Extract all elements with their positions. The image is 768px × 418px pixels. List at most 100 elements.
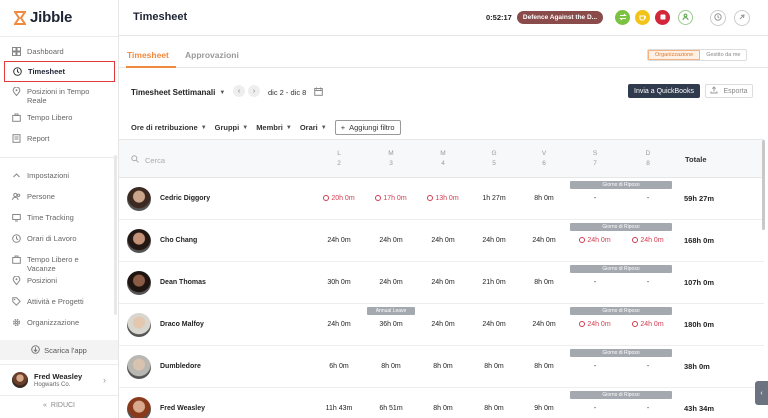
sidebar-item-time-off-holidays[interactable]: Tempo Libero e Vacanze [4, 252, 115, 276]
user-profile[interactable]: Fred Weasley Hogwarts Co. › [0, 364, 118, 396]
day-cell[interactable]: 24h 0m [518, 237, 570, 244]
prev-week-button[interactable]: ‹ [233, 85, 245, 97]
download-app-button[interactable]: Scarica l'app [0, 340, 118, 360]
day-cell[interactable]: - [569, 405, 621, 412]
day-cell[interactable]: 6h 0m [313, 363, 365, 370]
filter-groups[interactable]: Gruppi ▼ [215, 123, 249, 132]
clock-in-member-button[interactable] [678, 10, 693, 25]
day-cell[interactable]: 8h 0m [417, 363, 469, 370]
sidebar-item-work-schedules[interactable]: Orari di Lavoro [4, 231, 115, 246]
member-name[interactable]: Cedric Diggory [160, 195, 211, 202]
expand-panel-button[interactable]: ‹ [755, 381, 768, 405]
tab-approvals[interactable]: Approvazioni [185, 50, 239, 60]
stop-button[interactable] [655, 10, 670, 25]
sidebar-item-activities-projects[interactable]: Attività e Progetti [4, 294, 115, 309]
filter-pay-hours[interactable]: Ore di retribuzione ▼ [131, 123, 207, 132]
day-cell[interactable]: 8h 0m [417, 405, 469, 412]
day-letter: M [440, 150, 446, 157]
sidebar-item-settings[interactable]: Impostazioni [4, 168, 115, 183]
day-cell[interactable]: 24h 0m [468, 237, 520, 244]
day-cell[interactable]: 24h 0m [417, 279, 469, 286]
sidebar-item-time-off[interactable]: Tempo Libero [4, 110, 115, 125]
scope-organization[interactable]: Organizzazione [648, 50, 701, 60]
day-cell[interactable]: 24h 0m [622, 237, 674, 244]
sidebar-item-live-locations[interactable]: Posizioni in Tempo Reale [4, 84, 115, 108]
table-row[interactable]: Draco Malfoy 24h 0m 36h 0m 24h 0m 24h 0m 24h … [119, 304, 764, 346]
table-row[interactable]: Dean Thomas 30h 0m 24h 0m 24h 0m 21h 0m 8h 0m… [119, 262, 764, 304]
day-cell[interactable]: - [569, 363, 621, 370]
day-cell[interactable]: 24h 0m [365, 237, 417, 244]
day-cell[interactable]: 8h 0m [518, 195, 570, 202]
search-input[interactable]: Cerca [131, 155, 165, 165]
day-cell[interactable]: 8h 0m [365, 363, 417, 370]
day-cell[interactable]: 24h 0m [417, 321, 469, 328]
break-button[interactable] [635, 10, 650, 25]
notifications-button[interactable] [710, 10, 726, 26]
day-cell[interactable]: 36h 0m [365, 321, 417, 328]
day-cell[interactable]: - [569, 195, 621, 202]
table-scrollbar[interactable] [762, 140, 765, 230]
day-cell[interactable]: 24h 0m [569, 237, 621, 244]
sidebar-item-timesheet[interactable]: Timesheet [4, 61, 115, 82]
collapse-sidebar-button[interactable]: « RIDUCI [0, 398, 118, 412]
day-cell-value: 9h 0m [534, 405, 554, 412]
day-cell[interactable]: - [622, 363, 674, 370]
member-name[interactable]: Draco Malfoy [160, 321, 204, 328]
day-cell[interactable]: 24h 0m [518, 321, 570, 328]
integrations-button[interactable] [734, 10, 750, 26]
day-cell[interactable]: 24h 0m [365, 279, 417, 286]
day-cell[interactable]: 21h 0m [468, 279, 520, 286]
view-selector[interactable]: Timesheet Settimanali ▼ [131, 88, 225, 97]
member-name[interactable]: Dumbledore [160, 363, 201, 370]
day-cell[interactable]: 1h 27m [468, 195, 520, 202]
member-name[interactable]: Dean Thomas [160, 279, 206, 286]
day-cell[interactable]: 24h 0m [417, 237, 469, 244]
sidebar-item-locations[interactable]: Posizioni [4, 273, 115, 288]
day-cell[interactable]: 24h 0m [313, 237, 365, 244]
sidebar-item-organization[interactable]: Organizzazione [4, 315, 115, 330]
day-cell[interactable]: 11h 43m [313, 405, 365, 412]
scope-managed-by-me[interactable]: Gestito da me [706, 52, 741, 58]
day-cell[interactable]: 8h 0m [518, 363, 570, 370]
day-cell[interactable]: 8h 0m [468, 363, 520, 370]
day-cell[interactable]: - [622, 279, 674, 286]
member-name[interactable]: Cho Chang [160, 237, 198, 244]
day-cell[interactable]: 20h 0m [313, 195, 365, 202]
sidebar-item-report[interactable]: Report [4, 131, 115, 146]
jibble-logo[interactable]: Jibble [13, 9, 72, 26]
day-cell[interactable]: 30h 0m [313, 279, 365, 286]
table-row[interactable]: Cedric Diggory 20h 0m 17h 0m 13h 0m 1h 27m 8h… [119, 178, 764, 220]
sidebar-item-dashboard[interactable]: Dashboard [4, 44, 115, 59]
day-cell[interactable]: - [622, 195, 674, 202]
switch-activity-button[interactable] [615, 10, 630, 25]
table-row[interactable]: Cho Chang 24h 0m 24h 0m 24h 0m 24h 0m 24h 0m 2… [119, 220, 764, 262]
add-filter-button[interactable]: + Aggiungi filtro [334, 120, 401, 135]
day-cell[interactable]: 9h 0m [518, 405, 570, 412]
next-week-button[interactable]: › [248, 85, 260, 97]
day-cell[interactable]: 6h 51m [365, 405, 417, 412]
sidebar-item-time-tracking[interactable]: Time Tracking [4, 210, 115, 225]
day-cell[interactable]: 17h 0m [365, 195, 417, 202]
day-cell[interactable]: 24h 0m [569, 321, 621, 328]
day-cell[interactable]: - [622, 405, 674, 412]
day-cell[interactable]: - [569, 279, 621, 286]
sidebar-item-people[interactable]: Persone [4, 189, 115, 204]
filter-members[interactable]: Membri ▼ [256, 123, 292, 132]
table-row[interactable]: Fred Weasley 11h 43m 6h 51m 8h 0m 8h 0m 9h 0m… [119, 388, 764, 418]
day-cell[interactable]: 24h 0m [622, 321, 674, 328]
day-cell[interactable]: 8h 0m [468, 405, 520, 412]
day-cell[interactable]: 8h 0m [518, 279, 570, 286]
filter-schedules[interactable]: Orari ▼ [300, 123, 327, 132]
calendar-icon[interactable] [314, 87, 323, 98]
day-cell[interactable]: 24h 0m [313, 321, 365, 328]
table-row[interactable]: Dumbledore 6h 0m 8h 0m 8h 0m 8h 0m 8h 0m - - Gio… [119, 346, 764, 388]
day-cell[interactable]: 24h 0m [468, 321, 520, 328]
day-cell[interactable]: 13h 0m [417, 195, 469, 202]
sidebar-scrollbar[interactable] [114, 155, 117, 315]
member-name[interactable]: Fred Weasley [160, 405, 206, 412]
send-to-quickbooks-button[interactable]: Invia a QuickBooks [628, 84, 700, 98]
export-button[interactable]: Esporta [705, 84, 753, 98]
current-activity-badge[interactable]: Defence Against the D... [517, 11, 603, 24]
tab-timesheet[interactable]: Timesheet [127, 50, 169, 60]
day-cell-value: 13h 0m [435, 195, 459, 202]
